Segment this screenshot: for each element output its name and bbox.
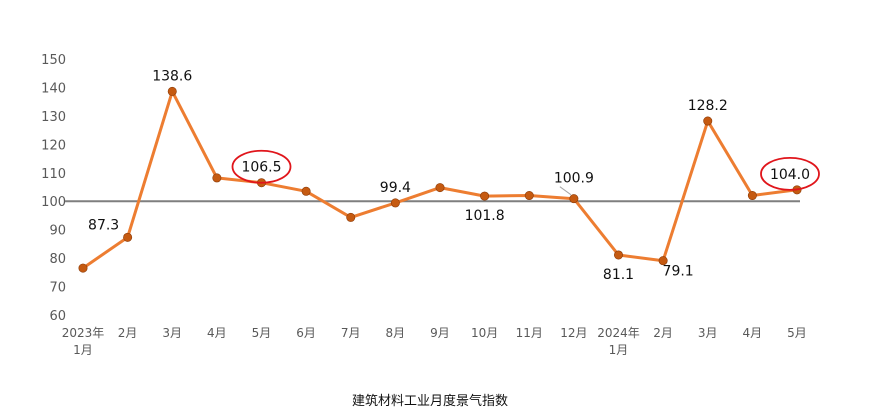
x-tick-label: 2月	[118, 326, 138, 340]
y-tick-label-60: 60	[49, 309, 66, 324]
x-tick-label: 11月	[516, 326, 543, 340]
data-point-marker	[524, 191, 534, 201]
data-point-marker	[301, 186, 311, 196]
y-tick-label-70: 70	[49, 281, 66, 296]
y-axis: 60 70 80 90 100 110 120 130 140 150	[41, 53, 66, 324]
x-tick-label: 3月	[698, 326, 718, 340]
data-point-marker	[747, 191, 757, 201]
x-tick-label: 6月	[296, 326, 316, 340]
data-point-marker	[569, 194, 579, 204]
highlight-ellipse	[760, 156, 820, 191]
data-label: 87.3	[88, 217, 119, 233]
x-tick-label: 7月	[341, 326, 361, 340]
x-axis: 2023年 1月 2月 3月 4月 5月 6月 7月 8月 9月 10月 11月 12月 2024年 1月 2…	[62, 326, 807, 357]
x-tick-label: 2024年 1月	[597, 326, 640, 357]
series-line	[82, 89, 798, 270]
y-tick-label-130: 130	[41, 110, 66, 125]
data-label: 106.5	[241, 160, 281, 176]
data-point-marker	[435, 183, 445, 193]
x-tick-label: 5月	[252, 326, 272, 340]
data-label-group: 87.3 138.6 106.5 99.4 101.8 100.9 81.1 79.1 128.…	[88, 68, 820, 283]
y-tick-label-100: 100	[41, 195, 66, 210]
data-label: 104.0	[770, 167, 810, 183]
x-tick-label: 9月	[430, 326, 450, 340]
data-point-marker	[658, 256, 668, 266]
data-label: 138.6	[152, 68, 192, 84]
series-line-group	[82, 89, 798, 270]
y-tick-label-90: 90	[49, 224, 66, 239]
chart-caption: 建筑材料工业月度景气指数	[352, 393, 508, 409]
data-point-marker	[613, 250, 623, 260]
x-tick-label: 2月	[653, 326, 673, 340]
y-tick-label-110: 110	[41, 167, 66, 182]
x-tick-label: 5月	[787, 326, 807, 340]
x-tick-label: 3月	[162, 326, 182, 340]
y-tick-label-80: 80	[49, 252, 66, 267]
data-point-marker	[123, 232, 133, 242]
data-point-marker	[346, 212, 356, 222]
x-tick-label: 10月	[471, 326, 498, 340]
x-tick-label: 12月	[560, 326, 587, 340]
marker-group	[78, 86, 802, 273]
data-point-marker	[167, 86, 177, 96]
data-point-marker	[212, 173, 222, 183]
y-tick-label-150: 150	[41, 53, 66, 68]
data-point-marker	[78, 263, 88, 273]
data-label: 128.2	[688, 98, 728, 114]
data-label-leader	[559, 186, 572, 196]
x-tick-label: 4月	[743, 326, 763, 340]
data-point-marker	[390, 198, 400, 208]
y-tick-label-140: 140	[41, 81, 66, 96]
data-label: 101.8	[465, 208, 505, 224]
data-point-marker	[480, 191, 490, 201]
data-label: 99.4	[380, 180, 411, 196]
data-label: 100.9	[554, 171, 594, 187]
y-tick-label-120: 120	[41, 138, 66, 153]
x-tick-label: 4月	[207, 326, 227, 340]
x-tick-label: 2023年 1月	[62, 326, 105, 357]
data-point-marker	[703, 116, 713, 126]
data-label: 79.1	[663, 264, 694, 280]
data-label: 81.1	[603, 267, 634, 283]
highlight-ellipse	[231, 149, 292, 184]
x-tick-label: 8月	[386, 326, 406, 340]
